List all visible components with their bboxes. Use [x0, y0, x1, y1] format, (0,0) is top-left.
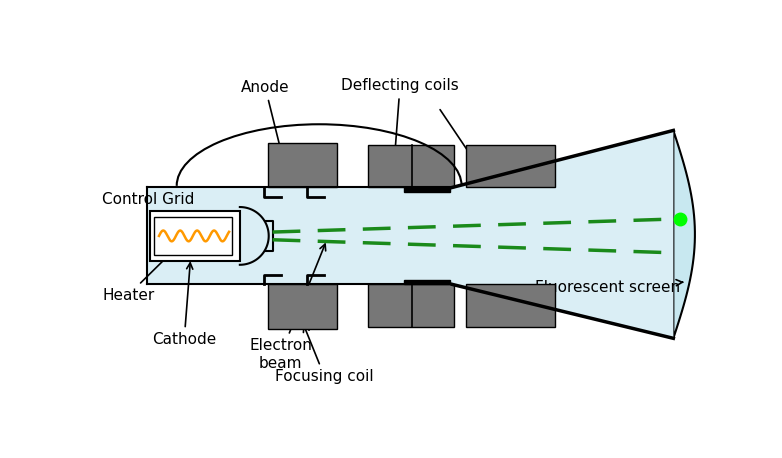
- Bar: [466, 284, 554, 327]
- Bar: [404, 187, 450, 192]
- Bar: [368, 145, 454, 187]
- Bar: [404, 280, 450, 284]
- Text: Cathode: Cathode: [152, 263, 217, 347]
- Text: Heater: Heater: [102, 247, 178, 303]
- Bar: [368, 284, 454, 327]
- Bar: [267, 143, 337, 187]
- Text: Anode: Anode: [241, 80, 291, 185]
- Text: Focusing coil: Focusing coil: [275, 326, 374, 384]
- Polygon shape: [148, 131, 673, 338]
- Bar: [267, 284, 337, 329]
- Text: Control Grid: Control Grid: [102, 192, 215, 224]
- Text: Deflecting coils: Deflecting coils: [341, 78, 459, 183]
- Text: Electron
beam: Electron beam: [249, 244, 325, 371]
- Text: Fluorescent screen: Fluorescent screen: [535, 280, 683, 295]
- Bar: [154, 218, 232, 255]
- Bar: [466, 145, 554, 187]
- Bar: [150, 211, 240, 262]
- Polygon shape: [673, 131, 695, 338]
